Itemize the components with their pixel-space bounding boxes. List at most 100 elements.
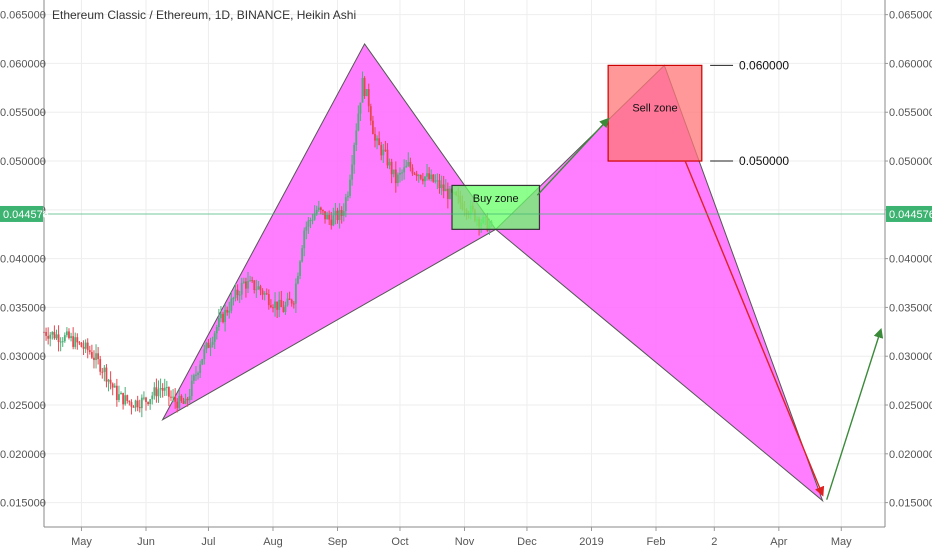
candle-body [224,309,227,323]
candle-body [384,149,387,151]
candle-body [122,392,125,405]
candle-body [419,175,422,179]
candle-body [276,301,279,310]
trade-zones: Buy zone Sell zone [451,64,703,230]
candle-body [88,350,91,353]
candle-body [234,289,237,299]
candle-body [238,294,241,296]
candle-body [413,173,416,175]
candle-body [386,149,389,166]
candle-body [199,364,202,374]
candle-body [165,387,168,389]
candle-body [301,248,304,262]
candle-body [49,334,52,339]
x-tick-label: Aug [263,536,283,548]
candle-body [182,400,185,404]
candle-body [178,395,181,408]
candle-body [228,310,231,313]
candle-body [236,289,239,296]
candle-body [170,396,172,398]
candle-body [217,318,220,328]
candle-body [93,357,95,361]
candle-body [409,161,412,168]
candle-body [174,396,177,402]
price-levels: 0.060000 0.050000 [710,58,789,168]
candle-body [355,130,358,145]
candle-body [259,286,262,291]
candle-body [251,280,254,282]
candle-body [378,138,381,146]
candle-body [192,375,195,381]
candle-body [149,399,152,405]
price-badge-left-label: 0.044576 [3,209,49,221]
candle-body [240,282,243,295]
candle-body [332,215,335,226]
candle-body [322,209,324,212]
candle-body [184,398,187,404]
candle-body [249,280,251,282]
candle-body [132,406,135,408]
x-tick-label: May [71,536,92,548]
candle-body [47,335,50,339]
y-tick-label-right: 0.015000 [889,498,932,510]
y-tick-label-right: 0.065000 [889,10,932,22]
sell-zone-box [607,64,703,162]
candle-body [392,169,395,175]
candle-body [213,333,216,342]
candle-body [145,397,147,403]
candle-body [449,188,451,199]
price-badge-right-label: 0.044576 [889,209,932,221]
buy-zone-label: Buy zone [473,193,519,205]
candle-body [363,77,366,97]
candle-body [65,331,68,336]
candle-body [328,214,331,220]
candle-body [440,184,443,189]
candle-body [76,337,79,343]
chart-title: Ethereum Classic / Ethereum, 1D, BINANCE… [52,8,356,22]
candle-body [188,396,191,401]
candle-body [111,383,114,388]
y-tick-label-left: 0.050000 [0,156,46,168]
candle-body [380,145,383,156]
candle-body [407,161,410,166]
candle-body [403,167,406,173]
candle-body [195,374,197,376]
candle-body [261,290,264,295]
candle-body [396,174,399,184]
buy-zone-box [451,184,541,230]
candle-body [220,313,222,319]
candle-body [390,161,393,175]
candle-body [153,387,156,396]
candle-body [338,209,341,221]
candle-body [280,299,283,308]
candle-body [263,293,266,295]
candle-body [282,307,285,312]
candle-body [305,226,308,231]
candle-body [180,395,183,401]
candle-body [143,397,145,399]
candle-body [242,281,245,283]
candle-body [107,379,110,382]
candle-body [284,305,287,312]
candle-body [265,293,268,295]
x-tick-label: Jul [201,536,215,548]
level-label: 0.050000 [739,154,789,168]
y-tick-label-right: 0.025000 [889,400,932,412]
candle-body [230,298,233,311]
candle-body [126,395,129,401]
candle-body [136,400,139,408]
y-tick-label-left: 0.055000 [0,107,46,119]
candle-body [446,188,449,199]
candle-body [270,305,272,308]
candle-body [399,172,401,175]
sell-zone-label: Sell zone [632,102,677,114]
candle-body [84,342,87,349]
candle-body [309,220,312,222]
candle-body [347,195,349,198]
candle-body [319,207,322,210]
candle-body [247,280,249,289]
candle-body [118,394,120,400]
candle-body [140,397,143,409]
harmonic-pattern [161,42,824,503]
candle-body [95,353,97,361]
